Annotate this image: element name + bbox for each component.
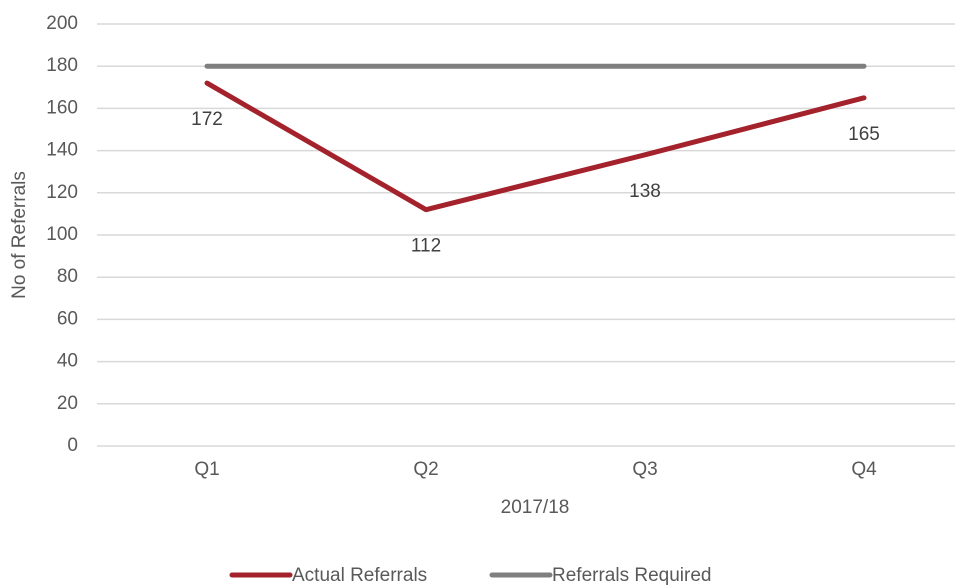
series-line [204,80,867,213]
y-tick-label: 60 [57,308,78,329]
legend-label: Actual Referrals [292,565,427,586]
x-tick-label: Q3 [632,459,657,480]
y-tick-label: 200 [46,13,78,34]
y-tick-label: 0 [67,435,78,456]
y-tick-label: 160 [46,97,78,118]
y-tick-label: 180 [46,55,78,76]
y-tick-label: 80 [57,266,78,287]
x-tick-label: Q2 [413,459,438,480]
data-label: 112 [411,236,441,257]
data-label: 138 [629,181,661,202]
y-tick-label: 100 [46,224,78,245]
x-axis-label: 2017/18 [501,497,570,518]
y-tick-label: 120 [46,182,78,203]
y-tick-label: 140 [46,140,78,161]
data-label: 172 [191,109,223,130]
data-label: 165 [848,124,880,145]
legend-label: Referrals Required [552,565,711,586]
y-tick-label: 20 [57,393,78,414]
x-tick-label: Q4 [851,459,877,480]
x-tick-label: Q1 [194,459,219,480]
y-tick-label: 40 [57,351,78,372]
y-axis-label: No of Referrals [9,171,30,299]
